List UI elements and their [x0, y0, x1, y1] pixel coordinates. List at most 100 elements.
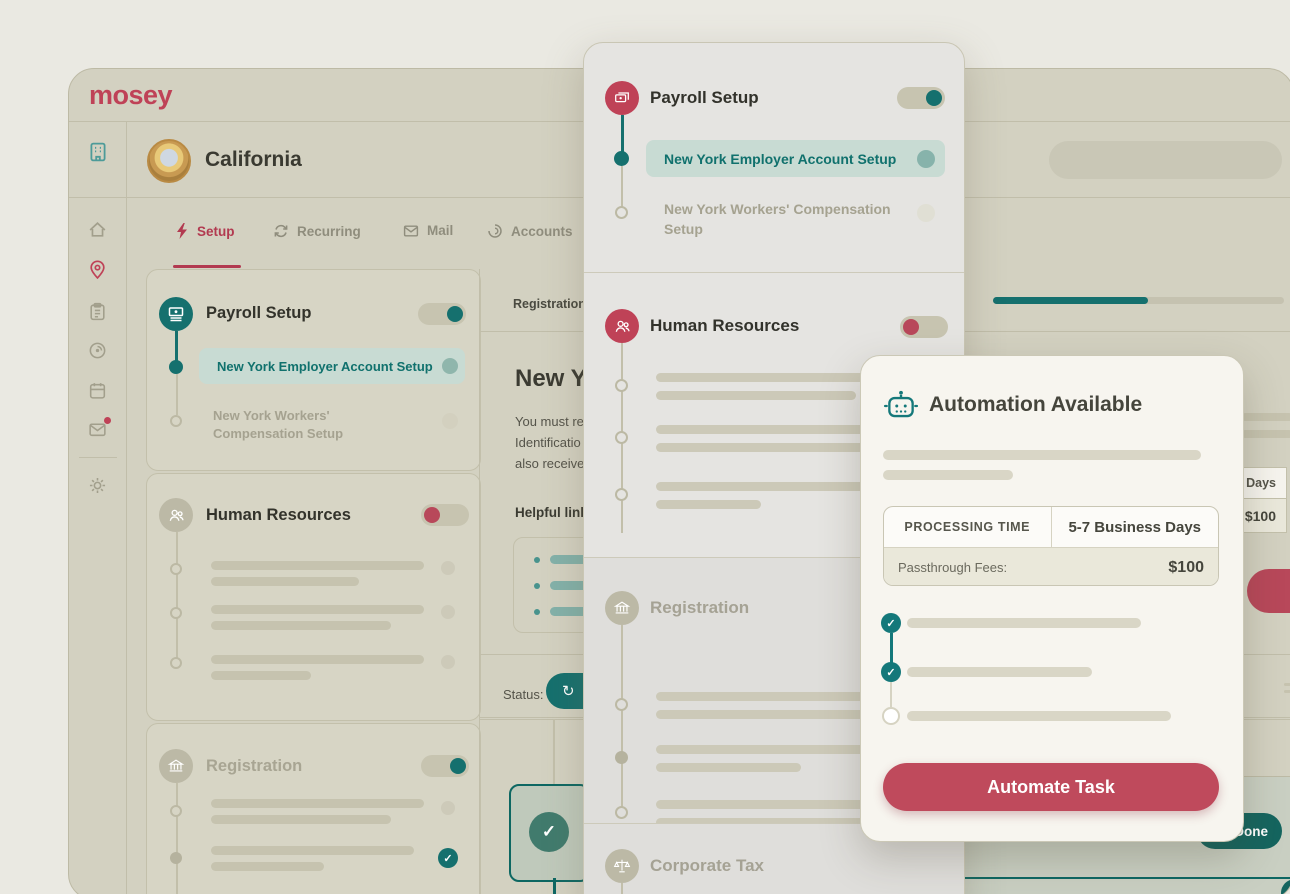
tasks-clipboard-icon[interactable]	[87, 301, 108, 322]
timeline-dot-filled	[170, 852, 182, 864]
location-pin-icon[interactable]	[87, 259, 108, 280]
bullet-icon	[534, 583, 540, 589]
toggle-knob	[424, 507, 440, 523]
timeline-segment	[176, 374, 178, 415]
task-status-dot	[917, 150, 935, 168]
task-status-dot	[441, 655, 455, 669]
overlay-section-payroll: Payroll Setup New York Employer Account …	[584, 43, 964, 273]
section-title: Corporate Tax	[650, 856, 764, 875]
task-status-dot	[441, 605, 455, 619]
tab-accounts-label: Accounts	[511, 223, 573, 239]
timeline-circle-open	[170, 563, 182, 575]
timeline-circle-open	[615, 379, 628, 392]
timeline-circle-open	[170, 657, 182, 669]
refresh-icon: ↻	[562, 683, 575, 700]
checklist-check-icon: ✓	[881, 662, 901, 682]
robot-icon	[883, 388, 919, 424]
tracker-target-icon[interactable]	[87, 340, 108, 361]
sidebar-separator	[79, 457, 117, 458]
task-status-dot-pending	[917, 204, 935, 222]
checklist-line	[890, 682, 892, 708]
flow-step-check: ✓	[529, 812, 569, 852]
people-icon	[605, 309, 639, 343]
active-tab-underline	[173, 265, 241, 268]
task-status-dot	[441, 561, 455, 575]
task-item-pending[interactable]: New York Workers' Compensation Setup	[664, 201, 891, 237]
automate-button-partial[interactable]	[1247, 569, 1290, 613]
company-building-icon[interactable]	[86, 140, 110, 164]
scales-icon	[605, 849, 639, 883]
people-icon	[159, 498, 193, 532]
task-status-dot-pending	[442, 413, 458, 429]
skeleton-bar	[1241, 413, 1290, 421]
status-label: Status:	[503, 687, 544, 702]
processing-time-value: 5-7 Business Days	[1068, 518, 1202, 536]
timeline-circle-open	[170, 415, 182, 427]
tab-accounts[interactable]: Accounts	[487, 223, 573, 239]
tab-recurring[interactable]: Recurring	[273, 223, 361, 239]
calendar-icon[interactable]	[87, 380, 108, 401]
task-status-dot	[441, 801, 455, 815]
payroll-icon	[605, 81, 639, 115]
overlay-section-hr: Human Resources	[584, 273, 964, 558]
fees-label: Passthrough Fees:	[898, 560, 1008, 575]
tab-setup[interactable]: Setup	[175, 223, 235, 239]
toggle-knob	[447, 306, 463, 322]
header-search-skeleton[interactable]	[1049, 141, 1282, 179]
settings-gear-icon[interactable]	[87, 475, 108, 496]
detail-panel-divider	[479, 269, 480, 894]
tab-recurring-label: Recurring	[297, 223, 361, 239]
fingerprint-icon	[487, 223, 503, 239]
processing-time-value-cell: 5-7 Business Days	[1052, 507, 1219, 547]
timeline-circle-open	[615, 806, 628, 819]
skeleton-bar	[211, 815, 391, 824]
teal-card-corner	[1281, 879, 1290, 894]
bullet-icon	[534, 609, 540, 615]
task-status-dot	[442, 358, 458, 374]
task-item-label: New York Employer Account Setup	[217, 358, 433, 374]
hr-toggle[interactable]	[421, 504, 469, 526]
skeleton-bar	[1241, 430, 1290, 438]
timeline-circle-open	[170, 607, 182, 619]
skeleton-bar	[211, 561, 424, 570]
flow-connector-line	[553, 878, 556, 894]
mosey-logo: mosey	[89, 80, 173, 110]
mail-icon[interactable]	[87, 417, 111, 440]
bank-icon	[605, 591, 639, 625]
payroll-icon	[159, 297, 193, 331]
toggle-knob	[450, 758, 466, 774]
checklist-line	[890, 633, 893, 663]
page-title: California	[205, 148, 302, 171]
home-icon[interactable]	[87, 219, 108, 240]
section-title: Payroll Setup	[650, 88, 759, 107]
section-title: Registration	[650, 598, 750, 617]
section-title: Human Resources	[206, 506, 351, 524]
fees-value: $100	[1168, 558, 1204, 576]
timeline-line	[176, 783, 178, 894]
hr-toggle[interactable]	[900, 316, 948, 338]
tab-mail[interactable]: Mail	[403, 223, 453, 238]
checklist-check-icon: ✓	[881, 613, 901, 633]
skeleton-bar	[211, 846, 414, 855]
fees-row: Passthrough Fees: $100	[884, 547, 1218, 585]
processing-time-cell: PROCESSING TIME	[884, 507, 1052, 547]
timeline-circle-open	[615, 488, 628, 501]
timeline-circle-open	[615, 698, 628, 711]
timeline-segment	[175, 331, 178, 367]
flow-step-box[interactable]: ✓	[509, 784, 590, 882]
payroll-toggle[interactable]	[418, 303, 466, 325]
task-item-active[interactable]: New York Employer Account Setup	[199, 348, 465, 384]
payroll-toggle[interactable]	[897, 87, 945, 109]
bank-icon	[159, 749, 193, 783]
detail-body-line: Identificatio	[515, 435, 581, 450]
registration-toggle[interactable]	[421, 755, 469, 777]
task-item-pending[interactable]: New York Workers' Compensation Setup	[213, 408, 344, 441]
automate-task-button[interactable]: Automate Task	[883, 763, 1219, 811]
processing-time-label: PROCESSING TIME	[904, 520, 1031, 534]
timeline-dot-active	[614, 151, 629, 166]
task-item-active[interactable]: New York Employer Account Setup	[646, 140, 945, 177]
section-title: Human Resources	[650, 316, 800, 335]
skeleton-bar	[211, 862, 324, 871]
timeline-dot-filled	[615, 751, 628, 764]
skeleton-bar	[211, 655, 424, 664]
